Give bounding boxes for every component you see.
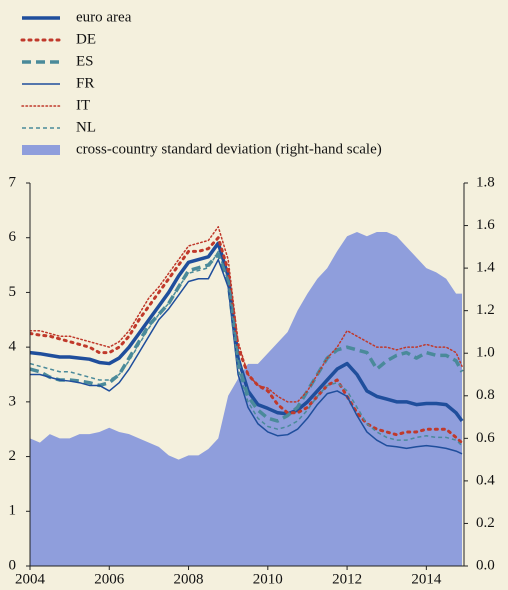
legend-label: DE xyxy=(76,31,96,47)
y-tick-label: 2 xyxy=(9,448,17,464)
legend-label: IT xyxy=(76,97,90,113)
x-tick-label: 2010 xyxy=(253,571,283,587)
y2-tick-label: 0.2 xyxy=(476,515,495,531)
y2-tick-label: 1.6 xyxy=(476,217,495,233)
legend-label: euro area xyxy=(76,9,132,25)
x-tick-label: 2006 xyxy=(94,571,125,587)
y2-tick-label: 1.0 xyxy=(476,345,495,361)
y2-tick-label: 0.6 xyxy=(476,430,495,446)
y-tick-label: 1 xyxy=(9,503,17,519)
legend-swatch xyxy=(22,145,60,155)
line xyxy=(30,258,463,455)
y2-tick-label: 0.4 xyxy=(476,472,495,488)
legend-label: FR xyxy=(76,75,94,91)
y-tick-label: 6 xyxy=(9,229,17,245)
line xyxy=(30,252,464,423)
y2-tick-label: 1.8 xyxy=(476,174,495,190)
y2-tick-label: 0.0 xyxy=(476,557,495,573)
x-tick-label: 2008 xyxy=(174,571,204,587)
line xyxy=(30,250,463,447)
x-tick-label: 2014 xyxy=(411,571,442,587)
line xyxy=(30,226,463,403)
y-tick-label: 4 xyxy=(9,339,17,355)
x-tick-label: 2012 xyxy=(332,571,362,587)
y-tick-label: 5 xyxy=(9,284,17,300)
y-tick-label: 0 xyxy=(9,557,17,573)
y-tick-label: 7 xyxy=(9,174,17,190)
legend-label: ES xyxy=(76,53,94,69)
y-tick-label: 3 xyxy=(9,393,17,409)
legend-label: cross-country standard deviation (right-… xyxy=(76,141,382,157)
plot-area xyxy=(30,226,464,566)
legend-label: NL xyxy=(76,119,96,135)
y2-tick-label: 1.4 xyxy=(476,260,495,276)
y2-tick-label: 1.2 xyxy=(476,302,495,318)
x-tick-label: 2004 xyxy=(15,571,46,587)
y2-tick-label: 0.8 xyxy=(476,387,495,403)
